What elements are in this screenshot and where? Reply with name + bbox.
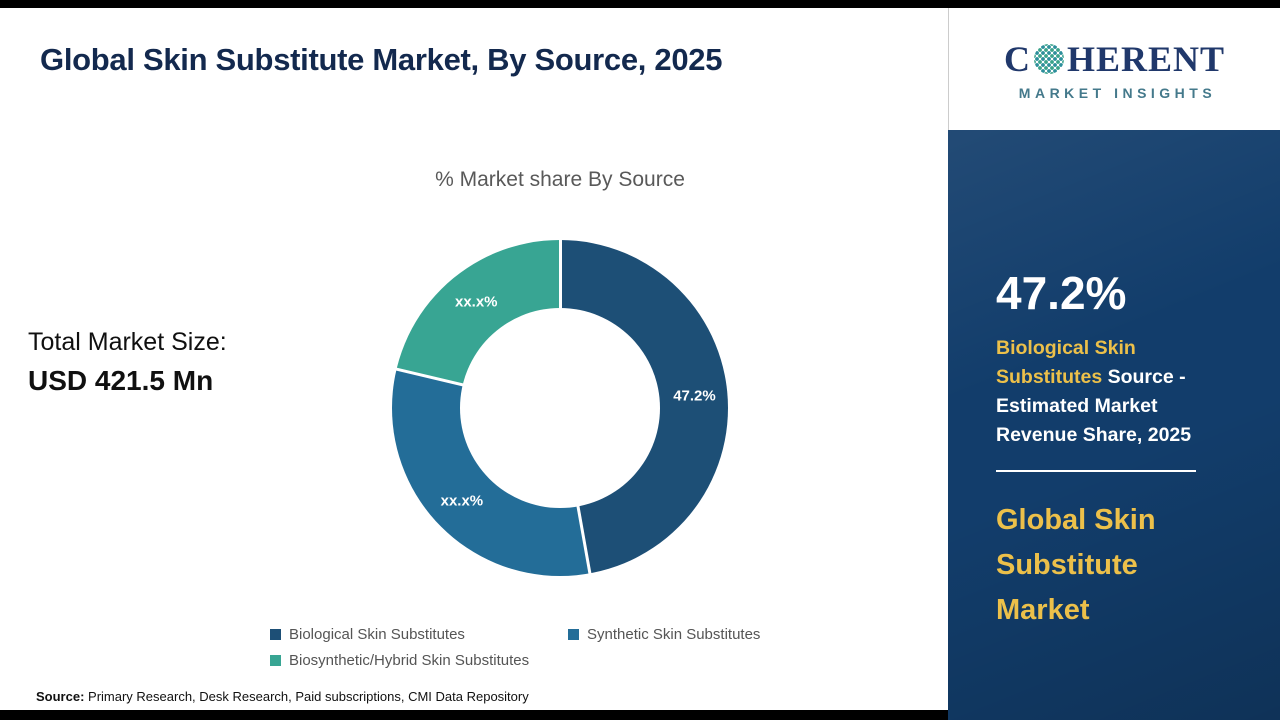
sidebar-divider xyxy=(996,470,1196,472)
coherent-logo: C HERENT xyxy=(1004,38,1225,80)
legend-item-biosynthetic: Biosynthetic/Hybrid Skin Substitutes xyxy=(270,652,568,669)
chart-legend: Biological Skin Substitutes Synthetic Sk… xyxy=(270,626,760,669)
total-market-block: Total Market Size: USD 421.5 Mn xyxy=(28,328,227,397)
total-market-value: USD 421.5 Mn xyxy=(28,365,214,396)
stat-value: 47.2% xyxy=(996,267,1127,319)
globe-icon xyxy=(1033,43,1064,74)
source-label: Source: xyxy=(36,689,85,704)
legend-item-synthetic: Synthetic Skin Substitutes xyxy=(568,626,760,643)
donut-chart-wrap: 47.2% xx.x% xx.x% xyxy=(392,238,728,576)
top-black-bar xyxy=(0,0,1280,8)
logo-word-rest: HERENT xyxy=(1066,38,1226,79)
legend-label-biosynthetic: Biosynthetic/Hybrid Skin Substitutes xyxy=(289,652,530,669)
logo-letter-c: C xyxy=(1003,38,1031,79)
slice-label-biological: 47.2% xyxy=(673,387,716,405)
legend-swatch-biological-icon xyxy=(270,629,281,640)
legend-label-biological: Biological Skin Substitutes xyxy=(289,626,465,643)
source-line: Source: Primary Research, Desk Research,… xyxy=(36,689,529,704)
sidebar-panel: C HERENT MARKET INSIGHTS 47.2% Biologica… xyxy=(948,8,1280,720)
donut-hole xyxy=(460,308,660,508)
legend-swatch-biosynthetic-icon xyxy=(270,655,281,666)
legend-label-synthetic: Synthetic Skin Substitutes xyxy=(587,626,761,643)
sidebar-content: 47.2% Biological Skin Substitutes Source… xyxy=(948,130,1280,720)
page-frame: Global Skin Substitute Market, By Source… xyxy=(0,8,1280,720)
main-panel: Global Skin Substitute Market, By Source… xyxy=(0,8,948,720)
stat-highlight: Biological Skin Substitutes xyxy=(996,337,1136,388)
stat-text: Biological Skin Substitutes Source - Est… xyxy=(996,334,1228,450)
sidebar-market-title: Global Skin Substitute Market xyxy=(996,504,1156,626)
slice-label-synthetic: xx.x% xyxy=(440,492,484,510)
page-title: Global Skin Substitute Market, By Source… xyxy=(40,42,723,77)
bottom-black-bar xyxy=(0,710,948,720)
chart-title: % Market share By Source xyxy=(435,168,685,191)
legend-item-biological: Biological Skin Substitutes xyxy=(270,626,568,643)
source-text: Primary Research, Desk Research, Paid su… xyxy=(84,689,529,704)
total-market-label: Total Market Size: xyxy=(28,328,227,356)
logo-subtext: MARKET INSIGHTS xyxy=(1018,84,1217,101)
stat-rest: Source - Estimated Market Revenue Share,… xyxy=(996,366,1192,446)
slice-label-biosynthetic: xx.x% xyxy=(454,293,498,311)
logo-area: C HERENT MARKET INSIGHTS xyxy=(948,8,1280,130)
legend-swatch-synthetic-icon xyxy=(568,629,579,640)
